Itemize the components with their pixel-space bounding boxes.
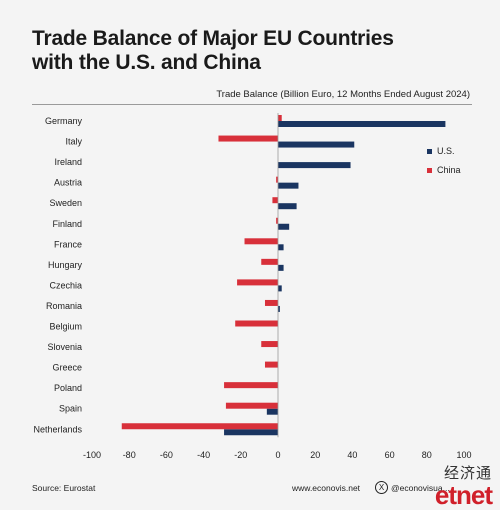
- category-label: Austria: [54, 178, 82, 188]
- x-tick-label: 100: [456, 450, 471, 460]
- category-label: Romania: [46, 301, 82, 311]
- bar-us: [278, 162, 351, 169]
- bar-us: [278, 223, 290, 230]
- x-tick-label: -40: [197, 450, 210, 460]
- category-label: Finland: [52, 219, 82, 229]
- legend-label-us: U.S.: [437, 146, 455, 156]
- chart-title: Trade Balance of Major EU Countries with…: [32, 27, 472, 75]
- bar-us: [278, 244, 284, 251]
- bar-us: [278, 305, 280, 312]
- watermark-chinese: 经济通: [443, 464, 492, 482]
- bar-china: [224, 382, 278, 389]
- chart-title-line1: Trade Balance of Major EU Countries: [32, 27, 394, 50]
- x-tick-label: -80: [123, 450, 136, 460]
- category-label: Greece: [52, 363, 82, 373]
- category-label: Ireland: [54, 157, 82, 167]
- x-tick-label: 40: [347, 450, 357, 460]
- source-note: Source: Eurostat: [32, 483, 96, 493]
- x-tick-label: 80: [422, 450, 432, 460]
- category-label: Italy: [65, 137, 82, 147]
- legend-swatch-china: [427, 168, 432, 173]
- legend-swatch-us: [427, 149, 432, 154]
- x-tick-label: 20: [310, 450, 320, 460]
- social-handle-text: @econovisua...: [391, 482, 450, 493]
- bar-us: [278, 285, 282, 292]
- bar-us: [278, 182, 299, 189]
- x-tick-label: 60: [385, 450, 395, 460]
- category-label: Belgium: [49, 322, 82, 332]
- website-link[interactable]: www.econovis.net: [292, 483, 361, 493]
- category-label: Poland: [54, 383, 82, 393]
- bar-us: [278, 203, 297, 210]
- bar-china: [261, 341, 278, 348]
- chart-title-line2: with the U.S. and China: [32, 51, 261, 74]
- x-tick-label: -60: [160, 450, 173, 460]
- bar-china: [244, 238, 278, 245]
- bar-china: [276, 176, 278, 183]
- subtitle-divider: [32, 104, 472, 105]
- x-logo-icon: X: [375, 481, 388, 494]
- category-label: France: [54, 239, 82, 249]
- x-tick-label: 0: [275, 450, 280, 460]
- bar-china: [218, 135, 278, 142]
- bar-china: [272, 197, 278, 204]
- bar-china: [278, 115, 282, 121]
- category-label: Netherlands: [33, 424, 82, 434]
- legend-label-china: China: [437, 165, 461, 175]
- bar-china: [121, 423, 278, 430]
- bar-us: [278, 264, 284, 271]
- category-label: Germany: [45, 116, 83, 126]
- etnet-watermark: 经济通 etnet: [434, 462, 493, 510]
- bar-china: [237, 279, 278, 286]
- social-handle[interactable]: X @econovisua...: [375, 481, 450, 494]
- bar-us: [224, 429, 278, 436]
- bar-us: [266, 408, 278, 415]
- category-label: Sweden: [49, 198, 82, 208]
- bar-china: [264, 361, 278, 368]
- bar-china: [225, 402, 278, 409]
- bar-china: [264, 299, 278, 306]
- bar-us: [278, 121, 446, 127]
- bar-china: [276, 217, 278, 224]
- bar-china: [261, 258, 278, 265]
- x-tick-label: -100: [83, 450, 101, 460]
- bar-us: [278, 141, 355, 148]
- category-label: Spain: [59, 404, 82, 414]
- category-label: Hungary: [48, 260, 83, 270]
- bar-china: [235, 320, 278, 327]
- watermark-logo: etnet: [434, 480, 493, 510]
- chart-subtitle: Trade Balance (Billion Euro, 12 Months E…: [216, 89, 470, 100]
- category-label: Slovenia: [47, 342, 82, 352]
- category-label: Czechia: [49, 280, 82, 290]
- x-tick-label: -20: [234, 450, 247, 460]
